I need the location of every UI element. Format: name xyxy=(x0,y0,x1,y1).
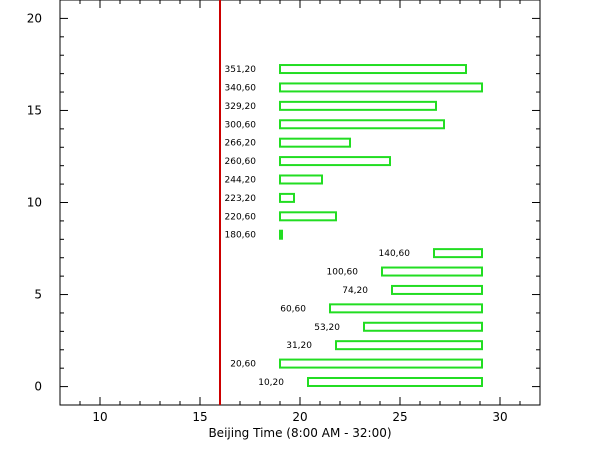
bar xyxy=(329,303,483,314)
bar xyxy=(335,340,483,351)
bar-label: 60,60 xyxy=(280,304,306,314)
x-tick-label: 20 xyxy=(292,410,307,424)
bar-label: 10,20 xyxy=(258,378,284,388)
bar xyxy=(381,266,483,277)
bar xyxy=(279,358,483,369)
bar xyxy=(391,284,483,295)
bar-label: 300,60 xyxy=(225,120,257,130)
bar-label: 140,60 xyxy=(379,249,411,259)
bar xyxy=(279,64,467,75)
x-tick-label: 10 xyxy=(92,410,107,424)
bar xyxy=(279,192,295,203)
bar xyxy=(279,119,445,130)
bar-label: 351,20 xyxy=(225,65,257,75)
y-tick-label: 5 xyxy=(34,288,42,302)
x-tick-label: 15 xyxy=(192,410,207,424)
y-tick-label: 20 xyxy=(27,11,42,25)
bar xyxy=(279,137,351,148)
bar xyxy=(279,156,391,167)
bar xyxy=(433,248,483,259)
bar xyxy=(279,82,483,93)
x-axis-ticks: 10 15 20 25 30 xyxy=(59,0,541,424)
y-tick-label: 0 xyxy=(34,380,42,394)
bar xyxy=(279,174,323,185)
y-tick-label: 10 xyxy=(27,196,42,210)
bar-label: 53,20 xyxy=(314,323,340,333)
bar xyxy=(279,100,437,111)
bar-label: 266,20 xyxy=(225,139,257,149)
bar xyxy=(279,229,283,240)
bar-label: 340,60 xyxy=(225,83,257,93)
bar-label: 329,20 xyxy=(225,102,257,112)
y-axis-ticks: 0 5 10 15 20 xyxy=(27,0,540,406)
bar-label: 244,20 xyxy=(225,175,257,185)
y-tick-label: 15 xyxy=(27,103,42,117)
bar-label: 74,20 xyxy=(342,286,368,296)
bar-label: 223,20 xyxy=(225,194,257,204)
bar-label: 180,60 xyxy=(225,231,257,241)
x-axis-label: Beijing Time (8:00 AM - 32:00) xyxy=(208,426,391,440)
bar xyxy=(279,211,337,222)
x-tick-label: 25 xyxy=(392,410,407,424)
bar xyxy=(363,321,483,332)
bar-label: 20,60 xyxy=(230,360,256,370)
bar-label: 31,20 xyxy=(286,341,312,351)
bar-label: 220,60 xyxy=(225,212,257,222)
x-tick-label: 30 xyxy=(492,410,507,424)
bar-label: 260,60 xyxy=(225,157,257,167)
bar xyxy=(307,376,483,387)
bar-label: 100,60 xyxy=(327,268,359,278)
